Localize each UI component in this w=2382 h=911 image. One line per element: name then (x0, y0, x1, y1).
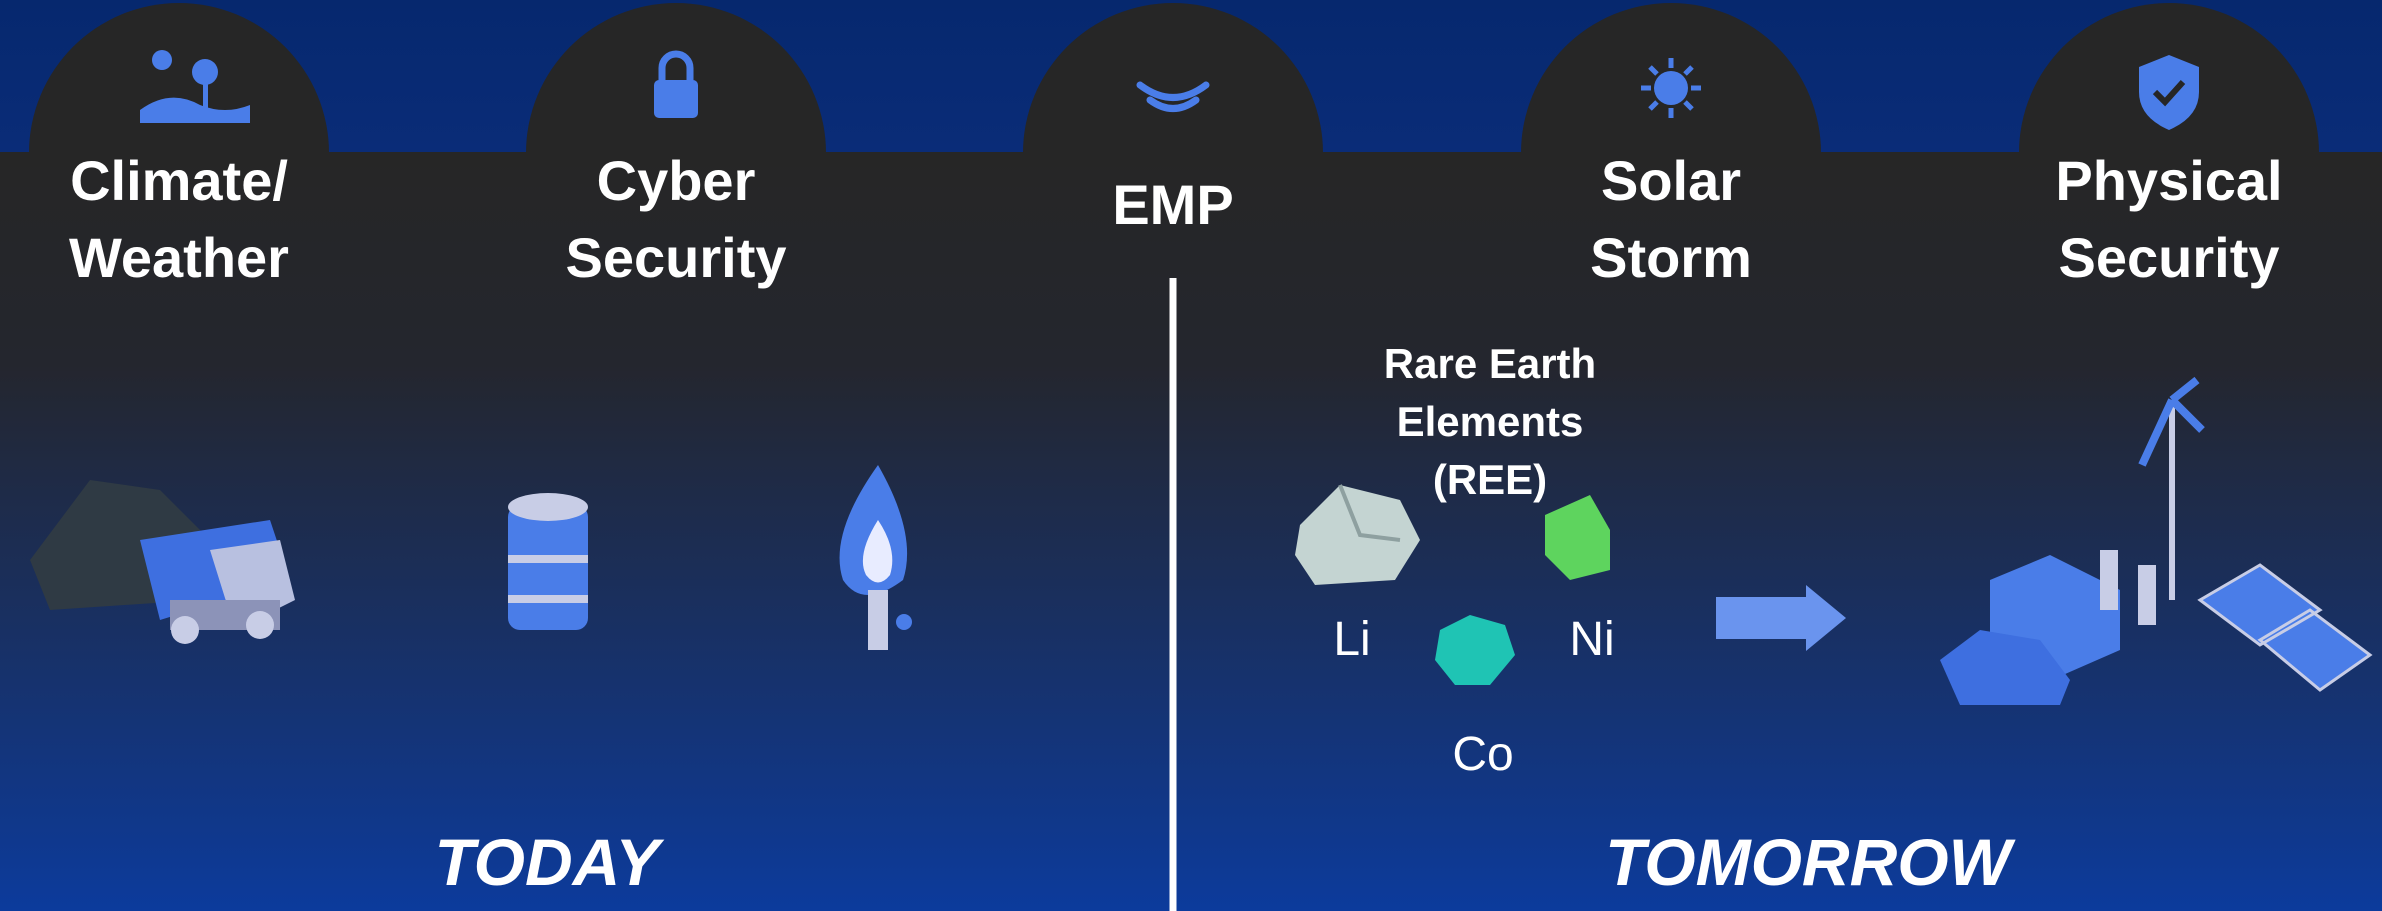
oil-barrel (508, 493, 588, 630)
cloud (152, 50, 172, 70)
ree-title: Rare Earth (1384, 340, 1596, 387)
threat-label: Security (566, 226, 787, 289)
section-label: TOMORROW (1605, 825, 2015, 899)
threat-label: Weather (69, 226, 289, 289)
sun-icon (1654, 71, 1688, 105)
tab (29, 3, 329, 153)
tab (526, 3, 826, 153)
tab (1023, 3, 1323, 153)
threat-label: EMP (1112, 173, 1233, 236)
threat-label: Security (2059, 226, 2280, 289)
ree-title: Elements (1397, 398, 1584, 445)
threat-label: Physical (2055, 149, 2282, 212)
trunk (203, 80, 208, 110)
gas-flame (839, 465, 912, 650)
threat-label: Cyber (597, 149, 756, 212)
arrow (1716, 585, 1846, 651)
panel (0, 152, 2382, 911)
threat-label: Climate/ (70, 149, 288, 212)
shield-icon (2139, 55, 2199, 130)
minerals (1295, 484, 1610, 685)
lock-icon (654, 80, 698, 118)
climate-icon (140, 97, 250, 123)
element-label: Co (1452, 728, 1513, 781)
element-label: Ni (1569, 613, 1614, 666)
ev-scene (1940, 376, 2373, 705)
coal-truck (30, 480, 295, 644)
threat-label: Storm (1590, 226, 1752, 289)
emp-icon (1136, 81, 1210, 112)
tree (192, 59, 218, 85)
ree-title: (REE) (1433, 456, 1547, 503)
icons (140, 50, 2199, 130)
check (2152, 79, 2186, 107)
element-label: Li (1333, 613, 1370, 666)
threat-label: Solar (1601, 149, 1741, 212)
section-label: TODAY (435, 825, 665, 899)
lock-shackle (658, 50, 694, 82)
sun-rays (1641, 58, 1701, 118)
